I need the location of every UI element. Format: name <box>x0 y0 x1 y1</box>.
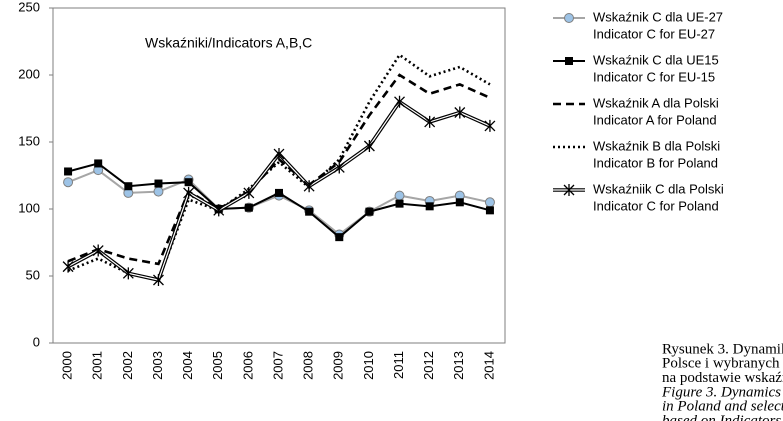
x-tick-label: 2004 <box>180 351 195 380</box>
marker <box>62 260 74 273</box>
marker <box>64 167 73 176</box>
legend-label: Indicator C for EU-15 <box>593 69 715 84</box>
marker <box>484 197 495 208</box>
marker <box>153 274 164 287</box>
x-tick-label: 2011 <box>391 351 406 379</box>
caption-line: Figure 3. Dynamics of <box>661 384 783 400</box>
y-tick-label: 0 <box>33 334 40 349</box>
marker <box>124 182 133 191</box>
marker <box>394 190 405 201</box>
marker <box>303 180 315 193</box>
legend-label: Wskaźnik B dla Polski <box>593 138 720 153</box>
x-tick-label: 2000 <box>60 351 75 380</box>
legend-label: Indicator C for Poland <box>593 198 719 213</box>
caption-line: Polsce i wybranych kraj <box>662 356 783 372</box>
marker <box>333 161 345 174</box>
marker <box>213 204 225 217</box>
marker <box>565 57 573 65</box>
marker <box>484 119 496 132</box>
marker <box>273 148 285 161</box>
marker <box>564 13 574 23</box>
plot-frame <box>52 7 506 344</box>
x-tick-label: 2010 <box>361 351 376 380</box>
x-tick-label: 2014 <box>481 351 496 380</box>
marker <box>183 186 195 199</box>
marker <box>94 159 103 168</box>
legend-label: Indicator C for EU-27 <box>593 26 715 41</box>
x-tick-label: 2001 <box>90 351 105 380</box>
y-tick-label: 150 <box>18 133 40 148</box>
legend-label: Indicator B for Poland <box>593 155 718 170</box>
marker <box>154 179 163 188</box>
marker <box>92 244 104 257</box>
x-tick-label: 2012 <box>421 351 436 380</box>
marker <box>335 233 344 242</box>
marker <box>275 188 283 197</box>
legend-label: Wskaźnik A dla Polski <box>593 95 719 110</box>
marker <box>485 206 494 215</box>
y-tick-label: 250 <box>18 0 40 14</box>
x-tick-label: 2005 <box>210 351 225 380</box>
marker <box>365 207 374 216</box>
marker <box>63 177 74 188</box>
x-tick-label: 2008 <box>301 351 316 380</box>
x-tick-label: 2013 <box>451 351 466 380</box>
caption-line: Rysunek 3. Dynamika <box>662 341 783 357</box>
marker <box>184 178 193 187</box>
x-tick-label: 2007 <box>270 351 285 380</box>
marker <box>305 207 314 216</box>
chart-title: Wskaźniki/Indicators A,B,C <box>145 35 312 51</box>
marker <box>563 184 575 196</box>
series-line <box>67 73 491 266</box>
y-tick-label: 100 <box>18 200 40 215</box>
legend-label: Wskaźniik C dla Polski <box>593 181 724 196</box>
legend-label: Wskaźnik C dla UE15 <box>593 52 719 67</box>
marker <box>425 202 434 211</box>
x-tick-label: 2002 <box>120 351 135 380</box>
marker <box>424 115 436 128</box>
caption-line: in Poland and selected I <box>662 399 783 415</box>
marker <box>243 186 255 199</box>
marker <box>122 267 134 280</box>
marker <box>394 95 405 108</box>
x-tick-label: 2003 <box>150 351 165 380</box>
marker <box>455 198 464 207</box>
x-tick-label: 2006 <box>240 351 255 380</box>
legend-label: Wskaźnik C dla UE-27 <box>593 9 723 24</box>
legend-label: Indicator A for Poland <box>593 112 717 127</box>
marker <box>153 186 164 197</box>
y-tick-label: 200 <box>18 66 40 81</box>
marker <box>244 203 253 212</box>
marker <box>395 199 404 208</box>
caption-line: based on Indicators A, <box>662 413 783 421</box>
marker <box>363 140 375 153</box>
y-tick-label: 50 <box>26 267 40 282</box>
x-tick-label: 2009 <box>331 351 346 380</box>
series-line <box>67 53 491 282</box>
caption-line: na podstawie wskaźnikó <box>662 370 783 386</box>
marker <box>454 106 466 119</box>
